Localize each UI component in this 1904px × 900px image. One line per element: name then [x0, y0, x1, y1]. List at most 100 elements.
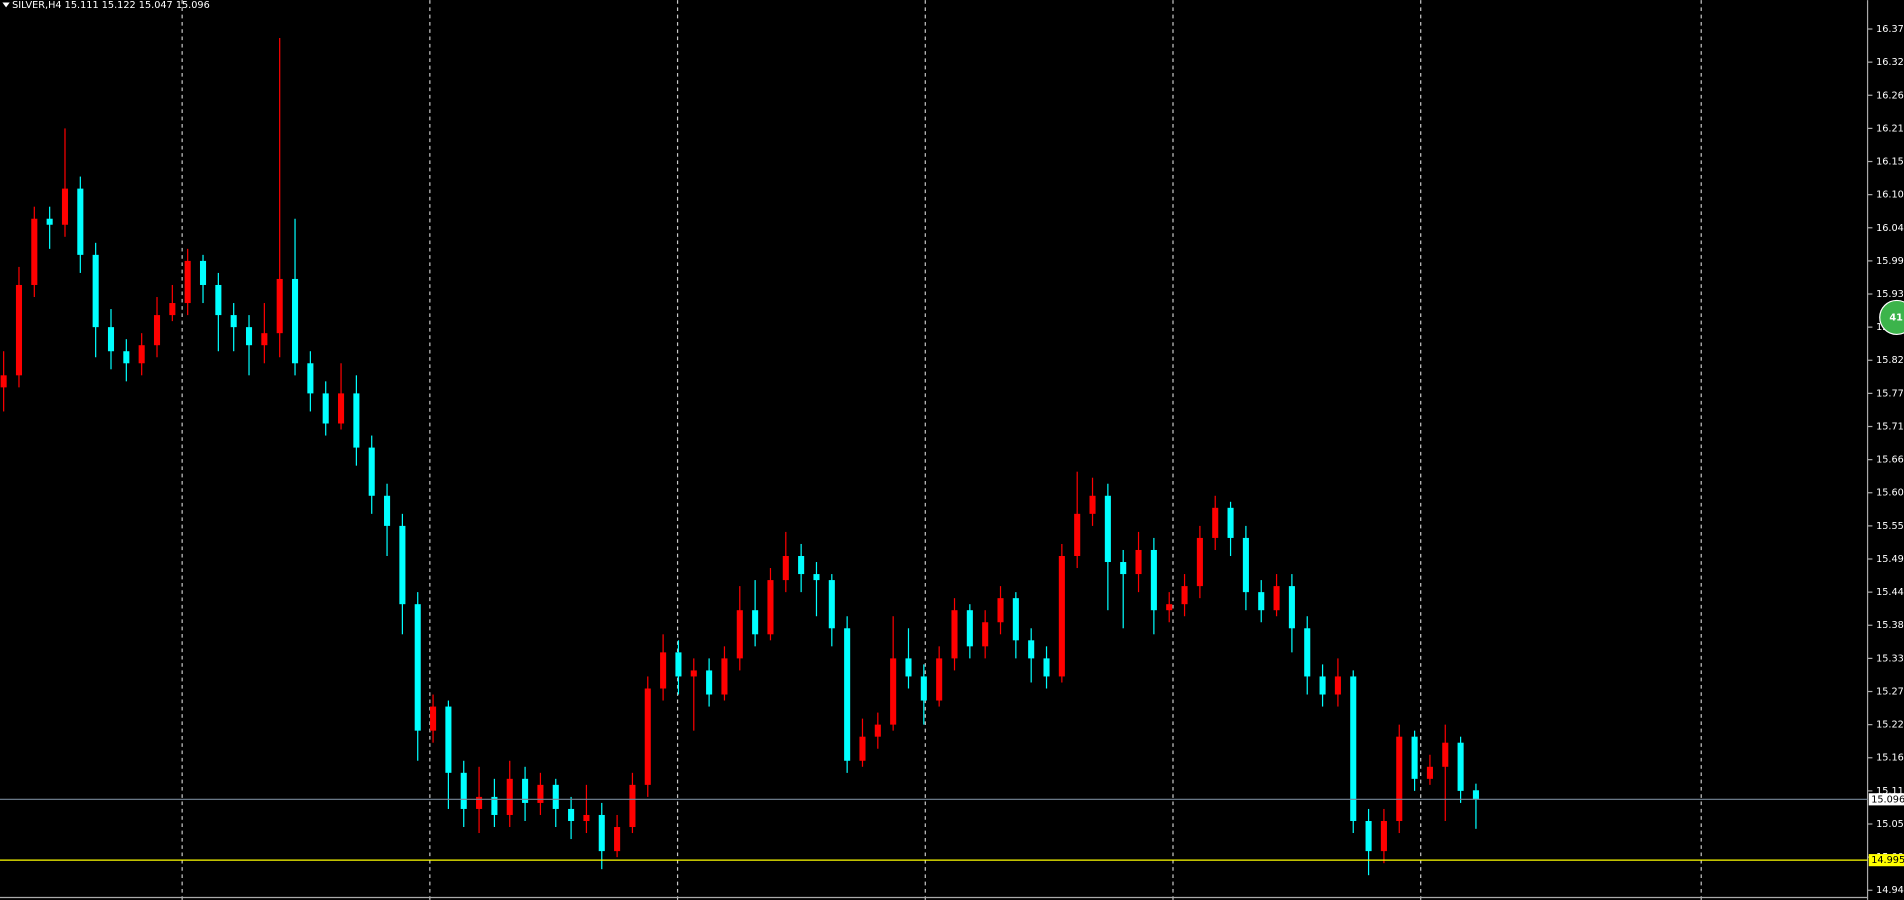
candle-body	[31, 218, 38, 285]
candle-body	[844, 628, 851, 761]
y-tick-label: 16.045	[1876, 223, 1904, 234]
level-line-label: 14.995	[1871, 855, 1904, 866]
candle-body	[1166, 604, 1173, 611]
candle-body	[1227, 507, 1234, 538]
candle-body	[506, 778, 513, 815]
candle-body	[1104, 495, 1111, 563]
candle-body	[184, 260, 191, 304]
y-tick-label: 15.550	[1876, 521, 1904, 532]
candle-body	[1273, 586, 1280, 611]
bid-line-label-box	[1868, 793, 1904, 806]
candle-body	[368, 447, 375, 496]
symbol: SILVER,H4	[12, 0, 61, 11]
candle-body	[322, 393, 329, 424]
candle-body	[445, 706, 452, 773]
candle-body	[92, 254, 99, 328]
candle-body	[859, 736, 866, 761]
candle-body	[77, 188, 84, 255]
candle-body	[644, 688, 651, 785]
high: 15.122	[102, 0, 136, 11]
candle-body	[690, 670, 697, 677]
low: 15.047	[139, 0, 173, 11]
candle-body	[291, 278, 299, 364]
candle-body	[414, 604, 421, 731]
candle-body	[1396, 736, 1403, 821]
y-tick-label: 15.495	[1876, 554, 1904, 565]
candle-body	[476, 796, 483, 809]
candle-body	[752, 610, 759, 635]
candle-body	[1288, 586, 1295, 629]
candle-body	[107, 327, 115, 352]
candle-body	[169, 303, 176, 316]
candle-body	[430, 706, 437, 731]
candle-body	[629, 784, 636, 828]
candle-body	[1334, 676, 1341, 695]
candle-body	[675, 652, 682, 677]
candle-body	[1074, 513, 1081, 556]
candle-body	[598, 814, 605, 852]
candle-body	[460, 772, 467, 809]
y-tick-label: 16.155	[1876, 157, 1904, 168]
y-tick-label: 15.935	[1876, 289, 1904, 300]
candle-body	[1028, 640, 1035, 659]
candle-body	[982, 622, 989, 647]
y-tick-label: 15.660	[1876, 455, 1904, 466]
y-tick-label: 16.100	[1876, 190, 1904, 201]
candle-body	[138, 345, 145, 364]
candle-body	[245, 327, 253, 346]
candle-body	[384, 495, 391, 526]
candle-body	[890, 658, 897, 725]
y-tick-label: 15.275	[1876, 687, 1904, 698]
candle-body	[1457, 742, 1464, 791]
candle-body	[966, 610, 973, 647]
candle-body	[338, 393, 345, 424]
candle-body	[1442, 742, 1449, 767]
candle-body	[951, 610, 958, 659]
bid-line-label: 15.096	[1871, 794, 1904, 805]
candle-body	[936, 658, 943, 701]
candle-body	[230, 315, 237, 328]
y-tick-label: 14.945	[1876, 885, 1904, 896]
y-tick-label: 15.385	[1876, 620, 1904, 631]
candle-body	[353, 393, 360, 448]
y-tick-label: 15.165	[1876, 753, 1904, 764]
badge-label: 41	[1889, 312, 1903, 323]
candle-body	[583, 814, 590, 821]
candle-body	[199, 260, 207, 285]
candle-body	[153, 315, 161, 346]
y-tick-label: 15.440	[1876, 587, 1904, 598]
menu-triangle[interactable]	[2, 2, 10, 8]
candle-body	[1135, 549, 1142, 575]
y-tick-label: 15.770	[1876, 388, 1904, 399]
candle-body	[491, 796, 498, 815]
candle-body	[874, 724, 881, 737]
candle-body	[552, 784, 559, 809]
candle-body	[1150, 549, 1157, 611]
candle-body	[0, 375, 7, 388]
candle-body	[1196, 537, 1203, 587]
candle-body	[215, 284, 222, 316]
candle-body	[307, 363, 314, 394]
candle-body	[736, 610, 743, 659]
y-tick-label: 16.320	[1876, 57, 1904, 68]
candle-body	[1212, 507, 1219, 538]
candle-body	[798, 555, 805, 575]
y-tick-label: 15.330	[1876, 653, 1904, 664]
candle-body	[1350, 676, 1357, 821]
candle-body	[813, 574, 820, 581]
candle-body	[537, 784, 544, 803]
candle-body	[1426, 766, 1433, 779]
candle-body	[706, 670, 713, 695]
candle-body	[920, 676, 927, 701]
y-tick-label: 15.825	[1876, 355, 1904, 366]
candle-body	[1411, 736, 1418, 779]
candle-body	[276, 278, 283, 334]
candle-body	[1181, 586, 1188, 605]
candle-body	[1472, 790, 1479, 800]
candle-body	[1319, 676, 1326, 695]
candle-body	[1242, 537, 1249, 593]
candle-body	[522, 778, 529, 803]
candle-body	[1089, 495, 1096, 514]
